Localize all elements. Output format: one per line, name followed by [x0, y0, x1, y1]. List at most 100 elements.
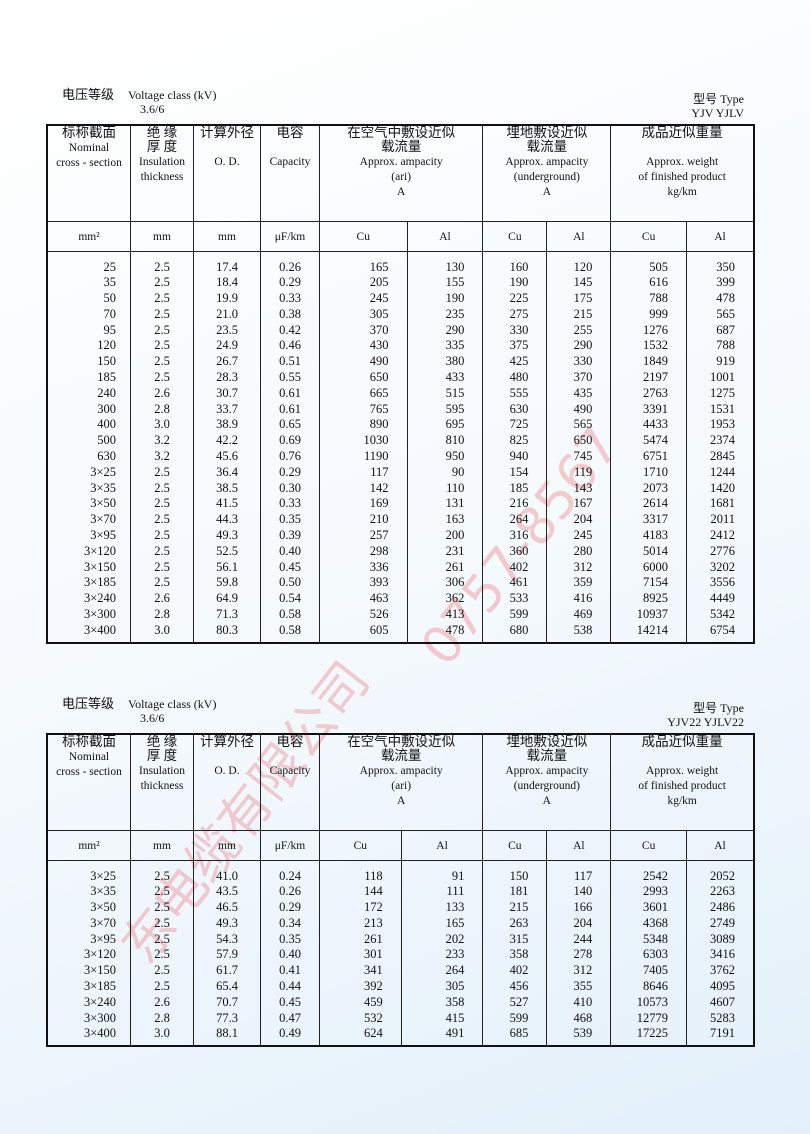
table-cell: 154	[482, 464, 548, 481]
table-cell: 2.5	[130, 575, 194, 592]
table-cell: 380	[406, 354, 484, 371]
table-row: 3×70 2.5 49.3 0.34 213 165 263 204 4368 2749	[46, 915, 755, 932]
unit-mm2: mm²	[78, 230, 100, 243]
table-cell: 150	[482, 860, 548, 885]
table-cell: 2993	[610, 884, 687, 901]
table-cell: 2.5	[130, 370, 194, 386]
unit-capacity: μF/km	[274, 839, 306, 852]
table-row: 3×240 2.6 64.9 0.54 463 362 533 416 8925 4449	[46, 591, 755, 608]
table-cell: 1190	[319, 449, 408, 465]
table-cell: 2.5	[130, 979, 194, 995]
table-cell: 305	[400, 979, 484, 995]
table-cell: 650	[319, 370, 408, 386]
table-cell: 5348	[610, 931, 687, 948]
table-cell: 245	[319, 291, 408, 307]
table-cell: 1030	[319, 433, 408, 450]
table-cell: 2.5	[130, 884, 194, 901]
table-cell: 36.4	[193, 464, 261, 481]
table-cell: 305	[319, 306, 408, 323]
table-cell: 225	[482, 291, 548, 307]
table-cell: 435	[546, 385, 612, 402]
table-cell: 2.5	[130, 543, 194, 560]
spec-table: 标称截面 Nominal cross - section 绝 缘厚 度 Insulat…	[46, 733, 755, 1048]
table-cell: 359	[546, 575, 612, 592]
table-cell: 0.51	[260, 354, 320, 371]
table-cell: 402	[482, 559, 548, 576]
table-row: 185 2.5 28.3 0.55 650 433 480 370 2197 1001	[46, 370, 755, 386]
table-cell: 233	[400, 947, 484, 964]
table-row: 630 3.2 45.6 0.76 1190 950 940 745 6751 2845	[46, 449, 755, 465]
table-cell: 370	[546, 370, 612, 386]
table-cell: 257	[319, 528, 408, 544]
table-cell: 358	[482, 947, 548, 964]
col-wt-en3: kg/km	[667, 795, 697, 807]
table-row: 120 2.5 24.9 0.46 430 335 375 290 1532 788	[46, 338, 755, 355]
table-cell: 5474	[610, 433, 687, 450]
table-cell: 463	[319, 591, 408, 608]
table-cell: 1681	[685, 496, 755, 513]
table-cell: 43.5	[193, 884, 261, 901]
table-cell: 0.58	[260, 607, 320, 623]
col-ug2: 载流量	[526, 139, 568, 154]
table-cell: 0.40	[260, 947, 320, 964]
table-cell: 2845	[685, 449, 755, 465]
table-cell: 532	[319, 1010, 402, 1027]
table-cell: 2.8	[130, 607, 194, 623]
col-air: 在空气中敷设近似	[347, 125, 456, 140]
col-al: Al	[436, 839, 448, 852]
table-cell: 41.5	[193, 496, 261, 513]
col-wt: 成品近似重量	[641, 734, 723, 749]
table-cell: 490	[546, 401, 612, 418]
table-cell: 24.9	[193, 338, 261, 355]
col-ug-en2: (underground)	[513, 780, 580, 792]
table-cell: 433	[406, 370, 484, 386]
table-cell: 185	[46, 370, 131, 386]
table-row: 400 3.0 38.9 0.65 890 695 725 565 4433 1953	[46, 417, 755, 434]
table-cell: 336	[319, 559, 408, 576]
table-cell: 35	[46, 275, 131, 292]
table-cell: 216	[482, 496, 548, 513]
table-cell: 38.9	[193, 417, 261, 434]
col-od-en: O. D.	[214, 156, 240, 168]
table-cell: 430	[319, 338, 408, 355]
table-cell: 3×185	[46, 979, 131, 995]
table-cell: 90	[406, 464, 484, 481]
table-cell: 204	[546, 915, 612, 932]
voltage-header: 电压等级 Voltage class (kV) 3.6/6	[62, 697, 216, 726]
col-cu: Cu	[641, 839, 656, 852]
voltage-label-en: Voltage class (kV)	[128, 88, 217, 102]
table-cell: 181	[482, 884, 548, 901]
table-cell: 500	[46, 433, 131, 450]
table-cell: 117	[319, 464, 408, 481]
table-cell: 478	[406, 622, 484, 643]
col-ins-en2: thickness	[140, 780, 184, 792]
col-od-en: O. D.	[214, 765, 240, 777]
col-al: Al	[573, 839, 585, 852]
table-row: 3×185 2.5 65.4 0.44 392 305 456 355 8646 4095	[46, 979, 755, 995]
table-row: 3×300 2.8 77.3 0.47 532 415 599 468 12779 5283	[46, 1010, 755, 1027]
table-cell: 215	[546, 306, 612, 323]
table-cell: 155	[406, 275, 484, 292]
table-cell: 335	[406, 338, 484, 355]
table-cell: 4607	[685, 994, 755, 1011]
table-cell: 0.26	[260, 884, 320, 901]
table-cell: 940	[482, 449, 548, 465]
table-row: 3×185 2.5 59.8 0.50 393 306 461 359 7154 3556	[46, 575, 755, 592]
col-ins-en: Insulation	[139, 765, 185, 777]
table-cell: 491	[400, 1026, 484, 1047]
table-cell: 110	[406, 480, 484, 497]
table-cell: 142	[319, 480, 408, 497]
table-cell: 3×95	[46, 528, 131, 544]
table-cell: 190	[406, 291, 484, 307]
table-cell: 1531	[685, 401, 755, 418]
voltage-value: 3.6/6	[140, 711, 165, 725]
table-cell: 3×35	[46, 480, 131, 497]
table-cell: 3.0	[130, 417, 194, 434]
table-cell: 17225	[610, 1026, 687, 1047]
table-cell: 2.5	[130, 947, 194, 964]
table-cell: 298	[319, 543, 408, 560]
table-row: 3×25 2.5 36.4 0.29 117 90 154 119 1710 1244	[46, 464, 755, 481]
spec-table: 标称截面 Nominal cross - section 绝 缘厚 度 Insulat…	[46, 124, 755, 644]
unit-mm2: mm²	[78, 839, 100, 852]
col-cu: Cu	[353, 839, 368, 852]
